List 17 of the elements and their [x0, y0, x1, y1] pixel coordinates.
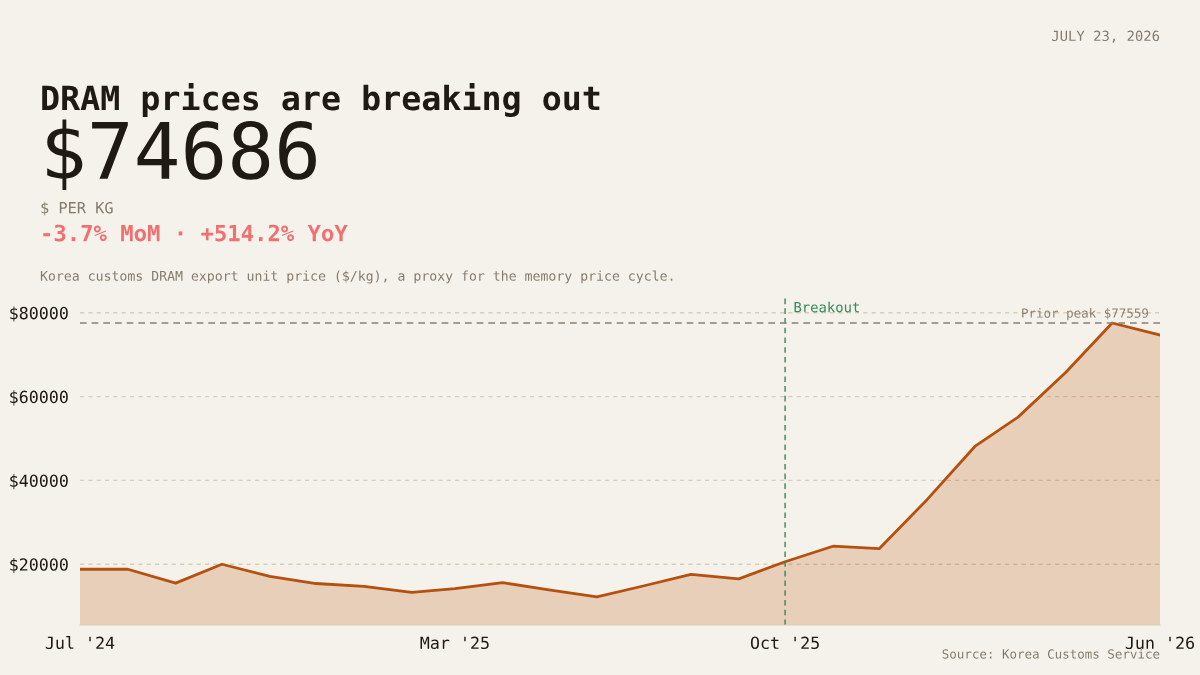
y-tick-label: $40000: [10, 474, 68, 490]
y-tick-label: $80000: [10, 306, 68, 322]
text: -3.7% MoM · +514.2% YoY: [43, 224, 348, 242]
text: JULY 23, 2026: [1052, 30, 1160, 43]
y-tick-label: $20000: [10, 557, 68, 574]
x-tick-label: Jun '26: [1125, 636, 1195, 650]
ref-line-label: Breakout: [794, 301, 859, 313]
chart-title: DRAM prices are breaking out: [42, 82, 600, 118]
ref-line-label: Prior peak $77559: [1022, 308, 1149, 321]
text: $74686: [47, 119, 316, 191]
source-note: Source: Korea Customs Service: [942, 648, 1160, 659]
chart-subtitle: Korea customs DRAM export unit price ($/kg), a proxy for the memory price cycle.: [40, 270, 673, 284]
x-tick-label: Mar '25: [420, 636, 489, 650]
y-tick-label: $60000: [10, 390, 68, 406]
x-tick-label: Jul '24: [45, 636, 115, 650]
x-tick-label: Oct '25: [750, 636, 819, 650]
text: $ PER KG: [41, 201, 113, 216]
